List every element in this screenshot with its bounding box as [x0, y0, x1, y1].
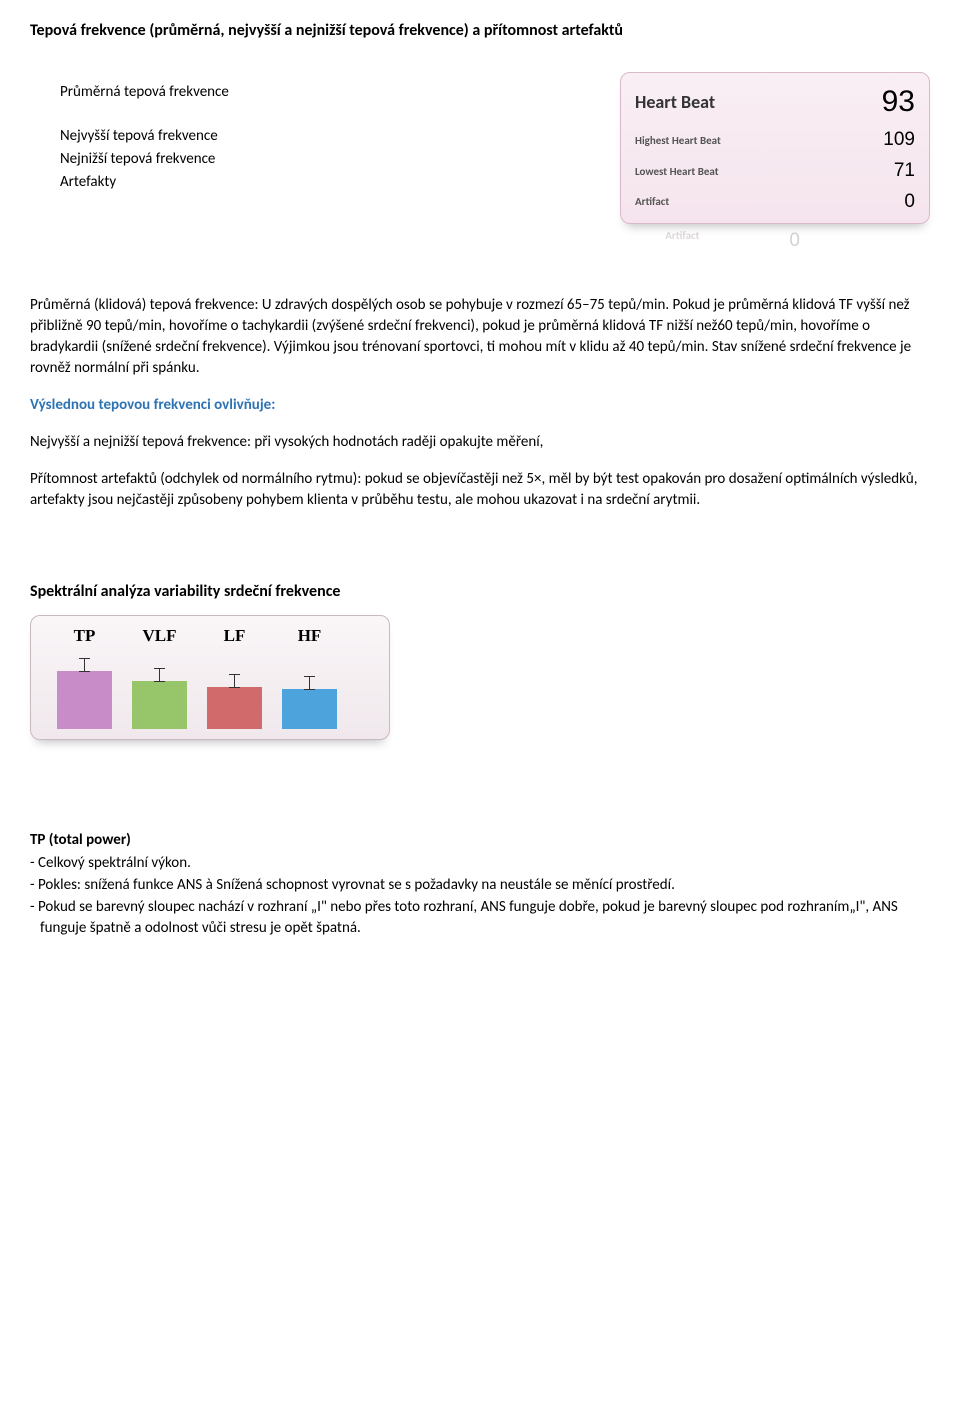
chart-bars-row — [43, 654, 377, 729]
bar-wrap-lf — [207, 674, 262, 729]
heartbeat-card: Heart Beat 93 Highest Heart Beat 109 Low… — [620, 72, 930, 224]
lowest-label: Lowest Heart Beat — [635, 164, 894, 179]
lowest-value: 71 — [894, 158, 915, 185]
error-bar — [234, 674, 235, 688]
heartbeat-value: 93 — [882, 81, 915, 123]
page-title: Tepová frekvence (průměrná, nejvyšší a n… — [30, 20, 930, 42]
tp-bullet-list: - Celkový spektrální výkon.- Pokles: sní… — [30, 853, 930, 939]
chart-label-hf: HF — [282, 624, 337, 648]
error-bar — [159, 668, 160, 682]
highest-value: 109 — [883, 127, 915, 154]
highest-label: Highest Heart Beat — [635, 133, 883, 148]
heartbeat-row: Heart Beat 93 — [621, 79, 929, 125]
bar-wrap-vlf — [132, 668, 187, 729]
label-avg: Průměrná tepová frekvence — [60, 82, 590, 103]
section2-title: Spektrální analýza variability srdeční f… — [30, 581, 930, 603]
ghost-row: Artifact 0 — [620, 228, 930, 255]
chart-label-tp: TP — [57, 624, 112, 648]
ghost-value: 0 — [789, 228, 800, 255]
bar-lf — [207, 687, 262, 729]
chart-label-lf: LF — [207, 624, 262, 648]
blue-subheading: Výslednou tepovou frekvenci ovlivňuje: — [30, 395, 930, 416]
paragraph-1: Průměrná (klidová) tepová frekvence: U z… — [30, 295, 930, 379]
artifact-label: Artifact — [635, 194, 904, 209]
tp-bullet: - Pokud se barevný sloupec nachází v roz… — [30, 897, 930, 939]
tp-bullet: - Pokles: snížená funkce ANS à Snížená s… — [30, 875, 930, 896]
artifact-value: 0 — [904, 189, 915, 216]
bar-hf — [282, 689, 337, 729]
lowest-row: Lowest Heart Beat 71 — [621, 156, 929, 187]
label-artifacts: Artefakty — [60, 172, 590, 193]
ghost-label: Artifact — [665, 228, 699, 255]
label-lowest: Nejnižší tepová frekvence — [60, 149, 590, 170]
error-bar — [309, 676, 310, 690]
chart-labels-row: TP VLF LF HF — [43, 624, 377, 648]
heartbeat-label: Heart Beat — [635, 90, 882, 115]
tp-bullet: - Celkový spektrální výkon. — [30, 853, 930, 874]
artifact-row: Artifact 0 — [621, 187, 929, 218]
paragraph-3: Přítomnost artefaktů (odchylek od normál… — [30, 469, 930, 511]
paragraph-2: Nejvyšší a nejnižší tepová frekvence: př… — [30, 432, 930, 453]
bar-wrap-tp — [57, 658, 112, 729]
highest-row: Highest Heart Beat 109 — [621, 125, 929, 156]
bar-tp — [57, 671, 112, 729]
spectral-chart-card: TP VLF LF HF — [30, 615, 390, 740]
bar-vlf — [132, 681, 187, 729]
error-bar — [84, 658, 85, 672]
heartbeat-widget: Heart Beat 93 Highest Heart Beat 109 Low… — [620, 72, 930, 254]
tp-heading: TP (total power) — [30, 830, 930, 851]
label-list: Průměrná tepová frekvence Nejvyšší tepov… — [30, 72, 590, 195]
label-highest: Nejvyšší tepová frekvence — [60, 126, 590, 147]
chart-label-vlf: VLF — [132, 624, 187, 648]
top-row: Průměrná tepová frekvence Nejvyšší tepov… — [30, 72, 930, 254]
bar-wrap-hf — [282, 676, 337, 729]
